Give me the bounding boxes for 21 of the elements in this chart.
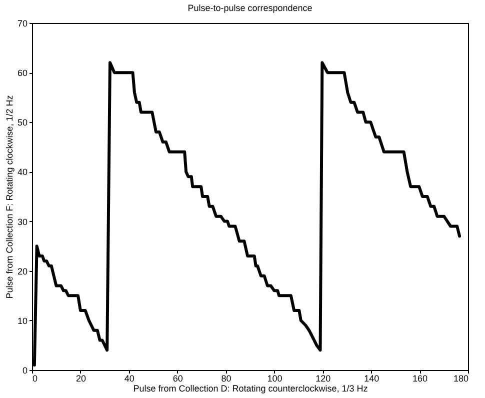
x-tick-label: 140 — [364, 374, 380, 384]
x-tick-label: 80 — [221, 374, 232, 384]
chart-title: Pulse-to-pulse correspondence — [188, 3, 312, 13]
x-axis-title: Pulse from Collection D: Rotating counterclockwise, 1/3 Hz — [133, 384, 368, 394]
x-tick-label: 60 — [172, 374, 183, 384]
y-tick-label: 30 — [17, 216, 28, 227]
x-tick-label: 40 — [124, 374, 134, 384]
x-tick-label: 120 — [316, 374, 331, 384]
y-tick-label: 40 — [17, 167, 28, 178]
y-tick-label: 0 — [22, 366, 28, 376]
y-axis-title: Pulse from Collection F: Rotating clockwise, 1/2 Hz — [4, 94, 14, 299]
y-tick-label: 70 — [17, 18, 28, 28]
y-tick-label: 60 — [17, 68, 28, 78]
x-tick-label: 160 — [412, 374, 428, 384]
x-tick-label: 100 — [267, 374, 282, 384]
y-tick-label: 10 — [17, 316, 28, 326]
y-tick-label: 20 — [17, 266, 28, 276]
y-tick-label: 50 — [17, 118, 28, 128]
x-tick-label: 0 — [32, 374, 38, 384]
x-tick-label: 180 — [453, 374, 468, 384]
x-tick-label: 20 — [76, 374, 86, 384]
